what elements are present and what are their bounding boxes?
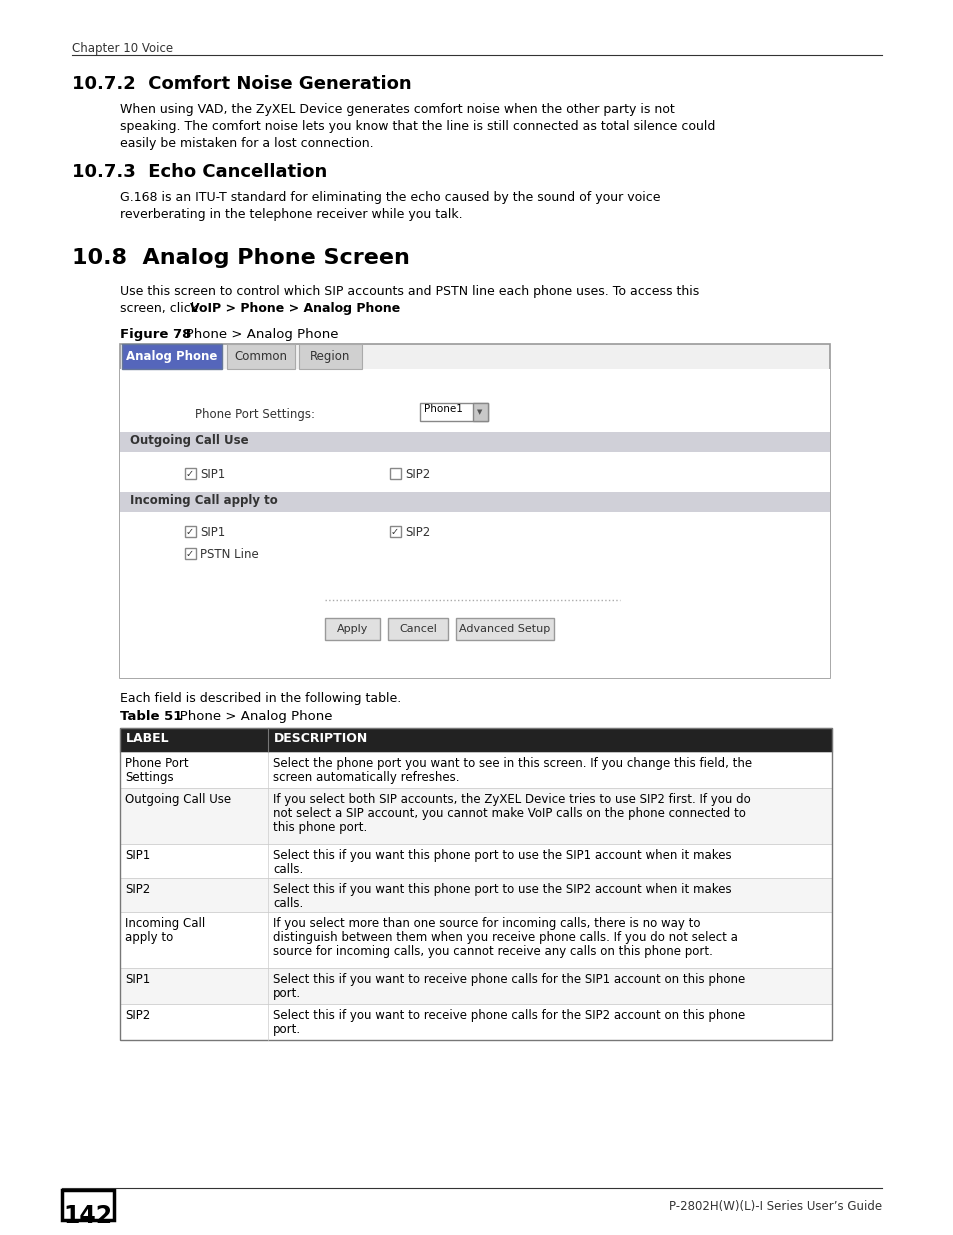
Text: 142: 142: [63, 1204, 112, 1228]
Text: Phone Port Settings:: Phone Port Settings:: [194, 408, 314, 421]
Text: easily be mistaken for a lost connection.: easily be mistaken for a lost connection…: [120, 137, 374, 149]
Text: SIP2: SIP2: [125, 883, 150, 897]
Text: ✓: ✓: [186, 527, 193, 537]
Text: speaking. The comfort noise lets you know that the line is still connected as to: speaking. The comfort noise lets you kno…: [120, 120, 715, 133]
Text: Apply: Apply: [336, 624, 368, 634]
Text: ✓: ✓: [186, 550, 193, 559]
Text: port.: port.: [273, 987, 301, 1000]
Text: Phone1: Phone1: [423, 404, 462, 414]
Text: Use this screen to control which SIP accounts and PSTN line each phone uses. To : Use this screen to control which SIP acc…: [120, 285, 699, 298]
Text: reverberating in the telephone receiver while you talk.: reverberating in the telephone receiver …: [120, 207, 462, 221]
Text: VoIP > Phone > Analog Phone: VoIP > Phone > Analog Phone: [190, 303, 400, 315]
Text: SIP2: SIP2: [405, 468, 430, 480]
Text: Analog Phone: Analog Phone: [126, 350, 217, 363]
Bar: [120, 432, 829, 452]
Text: 10.8  Analog Phone Screen: 10.8 Analog Phone Screen: [71, 248, 410, 268]
Text: SIP1: SIP1: [125, 973, 150, 986]
Text: Chapter 10 Voice: Chapter 10 Voice: [71, 42, 172, 56]
Text: ✓: ✓: [186, 469, 193, 479]
Text: Each field is described in the following table.: Each field is described in the following…: [120, 692, 401, 705]
Bar: [120, 878, 831, 911]
Bar: [120, 369, 829, 678]
Bar: [456, 618, 554, 640]
Text: Phone > Analog Phone: Phone > Analog Phone: [172, 329, 338, 341]
Bar: [120, 911, 831, 968]
Text: Table 51: Table 51: [120, 710, 182, 722]
Bar: [62, 1191, 113, 1220]
Text: 10.7.2  Comfort Noise Generation: 10.7.2 Comfort Noise Generation: [71, 75, 411, 93]
Text: Outgoing Call Use: Outgoing Call Use: [130, 433, 249, 447]
Bar: [120, 727, 831, 1040]
Text: Advanced Setup: Advanced Setup: [459, 624, 550, 634]
Bar: [120, 968, 831, 1004]
Text: DESCRIPTION: DESCRIPTION: [274, 732, 368, 745]
Bar: [122, 345, 222, 369]
Text: SIP1: SIP1: [125, 848, 150, 862]
Text: When using VAD, the ZyXEL Device generates comfort noise when the other party is: When using VAD, the ZyXEL Device generat…: [120, 103, 674, 116]
Bar: [298, 345, 361, 369]
Text: Select this if you want this phone port to use the SIP2 account when it makes: Select this if you want this phone port …: [273, 883, 731, 897]
Text: SIP1: SIP1: [200, 468, 225, 480]
Bar: [419, 403, 488, 421]
Text: not select a SIP account, you cannot make VoIP calls on the phone connected to: not select a SIP account, you cannot mak…: [273, 806, 745, 820]
Text: SIP1: SIP1: [200, 526, 225, 538]
Text: Incoming Call: Incoming Call: [125, 918, 205, 930]
Bar: [390, 526, 400, 537]
Text: ▼: ▼: [476, 409, 482, 415]
Text: 10.7.3  Echo Cancellation: 10.7.3 Echo Cancellation: [71, 163, 327, 182]
Text: Incoming Call apply to: Incoming Call apply to: [130, 494, 277, 508]
Text: Region: Region: [310, 350, 351, 363]
Bar: [388, 618, 448, 640]
Bar: [185, 548, 195, 559]
Text: calls.: calls.: [273, 897, 303, 910]
Bar: [120, 788, 831, 844]
Bar: [120, 844, 831, 878]
Text: distinguish between them when you receive phone calls. If you do not select a: distinguish between them when you receiv…: [273, 931, 737, 944]
Bar: [473, 403, 488, 421]
Text: screen automatically refreshes.: screen automatically refreshes.: [273, 771, 459, 784]
Text: G.168 is an ITU-T standard for eliminating the echo caused by the sound of your : G.168 is an ITU-T standard for eliminati…: [120, 191, 659, 204]
Text: Select the phone port you want to see in this screen. If you change this field, : Select the phone port you want to see in…: [273, 757, 751, 769]
Text: Phone Port: Phone Port: [125, 757, 189, 769]
Text: port.: port.: [273, 1023, 301, 1036]
Text: If you select more than one source for incoming calls, there is no way to: If you select more than one source for i…: [273, 918, 700, 930]
Text: Settings: Settings: [125, 771, 173, 784]
Text: SIP2: SIP2: [405, 526, 430, 538]
Text: this phone port.: this phone port.: [273, 821, 367, 834]
Text: ✓: ✓: [391, 527, 398, 537]
Text: screen, click: screen, click: [120, 303, 202, 315]
Text: SIP2: SIP2: [125, 1009, 150, 1023]
Text: calls.: calls.: [273, 863, 303, 876]
Bar: [227, 345, 294, 369]
Bar: [120, 492, 829, 513]
Text: Phone > Analog Phone: Phone > Analog Phone: [167, 710, 333, 722]
Text: LABEL: LABEL: [126, 732, 170, 745]
Text: Select this if you want to receive phone calls for the SIP1 account on this phon: Select this if you want to receive phone…: [273, 973, 744, 986]
Text: apply to: apply to: [125, 931, 173, 944]
Text: PSTN Line: PSTN Line: [200, 548, 258, 561]
Bar: [390, 468, 400, 479]
Text: source for incoming calls, you cannot receive any calls on this phone port.: source for incoming calls, you cannot re…: [273, 945, 712, 958]
Text: .: .: [341, 303, 345, 315]
Text: Cancel: Cancel: [398, 624, 436, 634]
Bar: [185, 526, 195, 537]
Text: Figure 78: Figure 78: [120, 329, 192, 341]
Bar: [120, 345, 829, 678]
Text: P-2802H(W)(L)-I Series User’s Guide: P-2802H(W)(L)-I Series User’s Guide: [668, 1200, 882, 1213]
Bar: [185, 468, 195, 479]
Text: Select this if you want this phone port to use the SIP1 account when it makes: Select this if you want this phone port …: [273, 848, 731, 862]
Text: Select this if you want to receive phone calls for the SIP2 account on this phon: Select this if you want to receive phone…: [273, 1009, 744, 1023]
Text: If you select both SIP accounts, the ZyXEL Device tries to use SIP2 first. If yo: If you select both SIP accounts, the ZyX…: [273, 793, 750, 806]
Bar: [120, 752, 831, 788]
Text: Common: Common: [234, 350, 287, 363]
Bar: [120, 727, 831, 752]
Text: Outgoing Call Use: Outgoing Call Use: [125, 793, 231, 806]
Bar: [325, 618, 379, 640]
Bar: [120, 1004, 831, 1040]
